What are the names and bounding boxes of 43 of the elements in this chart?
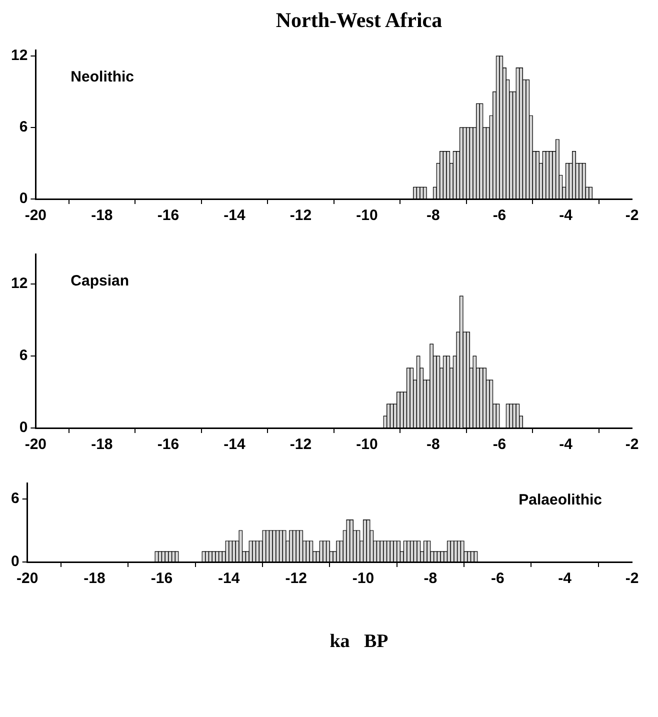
x-tick-label: -18 xyxy=(91,207,113,224)
x-tick-label: -16 xyxy=(157,207,180,224)
y-tick-label: 6 xyxy=(11,490,20,507)
y-tick-label: 6 xyxy=(19,118,28,136)
x-tick-label: -20 xyxy=(24,207,47,224)
y-tick-label: 0 xyxy=(11,553,20,570)
x-tick-label: -2 xyxy=(625,570,639,588)
y-tick-label: 0 xyxy=(19,190,28,208)
x-tick-label: -20 xyxy=(16,570,38,588)
x-tick-label: -6 xyxy=(492,436,506,454)
x-tick-label: -8 xyxy=(426,207,440,224)
x-tick-label: -8 xyxy=(426,436,440,454)
x-tick-label: -6 xyxy=(492,207,506,224)
x-tick-label: -12 xyxy=(290,436,312,454)
x-tick-label: -12 xyxy=(285,570,307,588)
x-tick-label: -16 xyxy=(157,436,180,454)
x-tick-label: -14 xyxy=(224,436,246,454)
x-tick-label: -10 xyxy=(352,570,374,588)
annotation: Capsian xyxy=(70,272,130,290)
y-tick-label: 12 xyxy=(10,275,28,292)
x-tick-label: -14 xyxy=(224,207,246,224)
x-tick-label: -4 xyxy=(559,207,574,224)
x-tick-label: -12 xyxy=(290,207,312,224)
x-axis-title: ka BP xyxy=(328,631,390,653)
x-tick-label: -6 xyxy=(490,570,504,588)
y-tick-label: 0 xyxy=(19,419,28,436)
y-tick-label: 6 xyxy=(19,347,28,364)
x-tick-label: -4 xyxy=(559,436,574,454)
chart-title: North-West Africa xyxy=(274,8,444,34)
x-tick-label: -2 xyxy=(625,207,639,224)
x-tick-label: -4 xyxy=(558,570,572,588)
x-tick-label: -16 xyxy=(150,570,173,588)
x-tick-label: -20 xyxy=(24,436,47,454)
x-tick-label: -10 xyxy=(356,436,378,454)
x-tick-label: -14 xyxy=(218,570,240,588)
y-tick-label: 12 xyxy=(10,47,28,64)
x-tick-label: -18 xyxy=(84,570,106,588)
x-tick-label: -18 xyxy=(91,436,113,454)
annotation: Palaeolithic xyxy=(518,492,602,509)
x-tick-label: -2 xyxy=(625,436,639,454)
x-tick-label: -8 xyxy=(424,570,438,588)
annotation: Neolithic xyxy=(70,68,134,86)
x-tick-label: -10 xyxy=(356,207,378,224)
